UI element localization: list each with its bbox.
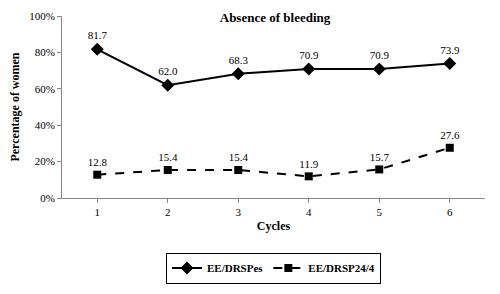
svg-text:6: 6 bbox=[447, 206, 453, 218]
svg-text:11.9: 11.9 bbox=[299, 158, 318, 170]
svg-text:EE/DRSPes: EE/DRSPes bbox=[207, 262, 263, 274]
svg-text:70.9: 70.9 bbox=[299, 49, 319, 61]
svg-text:4: 4 bbox=[306, 206, 312, 218]
svg-text:EE/DRSP24/4: EE/DRSP24/4 bbox=[308, 262, 375, 274]
svg-text:40%: 40% bbox=[35, 119, 55, 131]
svg-text:62.0: 62.0 bbox=[158, 65, 178, 77]
svg-text:3: 3 bbox=[236, 206, 242, 218]
svg-text:15.4: 15.4 bbox=[229, 151, 249, 163]
svg-text:15.7: 15.7 bbox=[370, 151, 390, 163]
svg-text:100%: 100% bbox=[29, 10, 55, 22]
svg-text:5: 5 bbox=[377, 206, 383, 218]
svg-text:0%: 0% bbox=[40, 192, 55, 204]
svg-text:60%: 60% bbox=[35, 83, 55, 95]
svg-text:Absence of bleeding: Absence of bleeding bbox=[220, 10, 331, 25]
svg-text:15.4: 15.4 bbox=[158, 151, 178, 163]
svg-text:12.8: 12.8 bbox=[88, 156, 108, 168]
svg-text:27.6: 27.6 bbox=[440, 129, 460, 141]
svg-text:68.3: 68.3 bbox=[229, 54, 249, 66]
svg-text:2: 2 bbox=[165, 206, 171, 218]
svg-text:80%: 80% bbox=[35, 46, 55, 58]
svg-text:70.9: 70.9 bbox=[370, 49, 390, 61]
svg-text:73.9: 73.9 bbox=[440, 44, 460, 56]
svg-text:Cycles: Cycles bbox=[257, 219, 291, 233]
svg-text:Percentage of women: Percentage of women bbox=[8, 52, 22, 161]
svg-text:1: 1 bbox=[95, 206, 101, 218]
svg-text:20%: 20% bbox=[35, 155, 55, 167]
svg-text:81.7: 81.7 bbox=[88, 29, 108, 41]
